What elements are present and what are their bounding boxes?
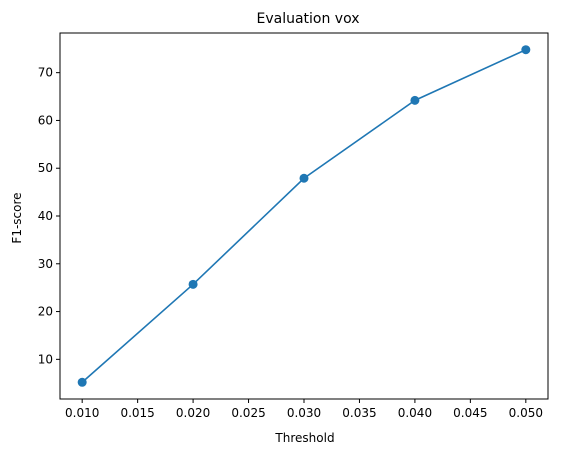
data-point [188,279,198,289]
x-axis-label: Threshold [274,431,334,445]
chart-title: Evaluation vox [256,11,359,27]
x-tick-label: 0.035 [342,406,376,420]
x-tick-label: 0.020 [176,406,210,420]
y-axis-ticks: 10 20 30 40 50 60 70 [38,66,60,366]
data-point [410,95,420,105]
data-point [299,173,309,183]
x-tick-label: 0.045 [453,406,487,420]
x-tick-label: 0.030 [287,406,321,420]
plot-frame [59,32,549,400]
x-tick-label: 0.015 [120,406,154,420]
x-tick-label: 0.050 [509,406,543,420]
data-point [521,45,531,55]
y-tick-label: 50 [38,161,53,175]
y-tick-label: 20 [38,305,53,319]
y-tick-label: 60 [38,113,53,127]
x-tick-label: 0.025 [231,406,265,420]
y-tick-label: 10 [38,352,53,366]
y-tick-label: 40 [38,209,53,223]
x-tick-label: 0.010 [65,406,99,420]
y-tick-label: 30 [38,257,53,271]
y-axis-label: F1-score [10,192,24,243]
data-point [77,377,87,387]
y-tick-label: 70 [38,66,53,80]
series-layer [77,45,531,387]
x-tick-label: 0.040 [398,406,432,420]
x-axis-ticks: 0.010 0.015 0.020 0.025 0.030 0.035 0.040 0.045… [65,399,543,420]
